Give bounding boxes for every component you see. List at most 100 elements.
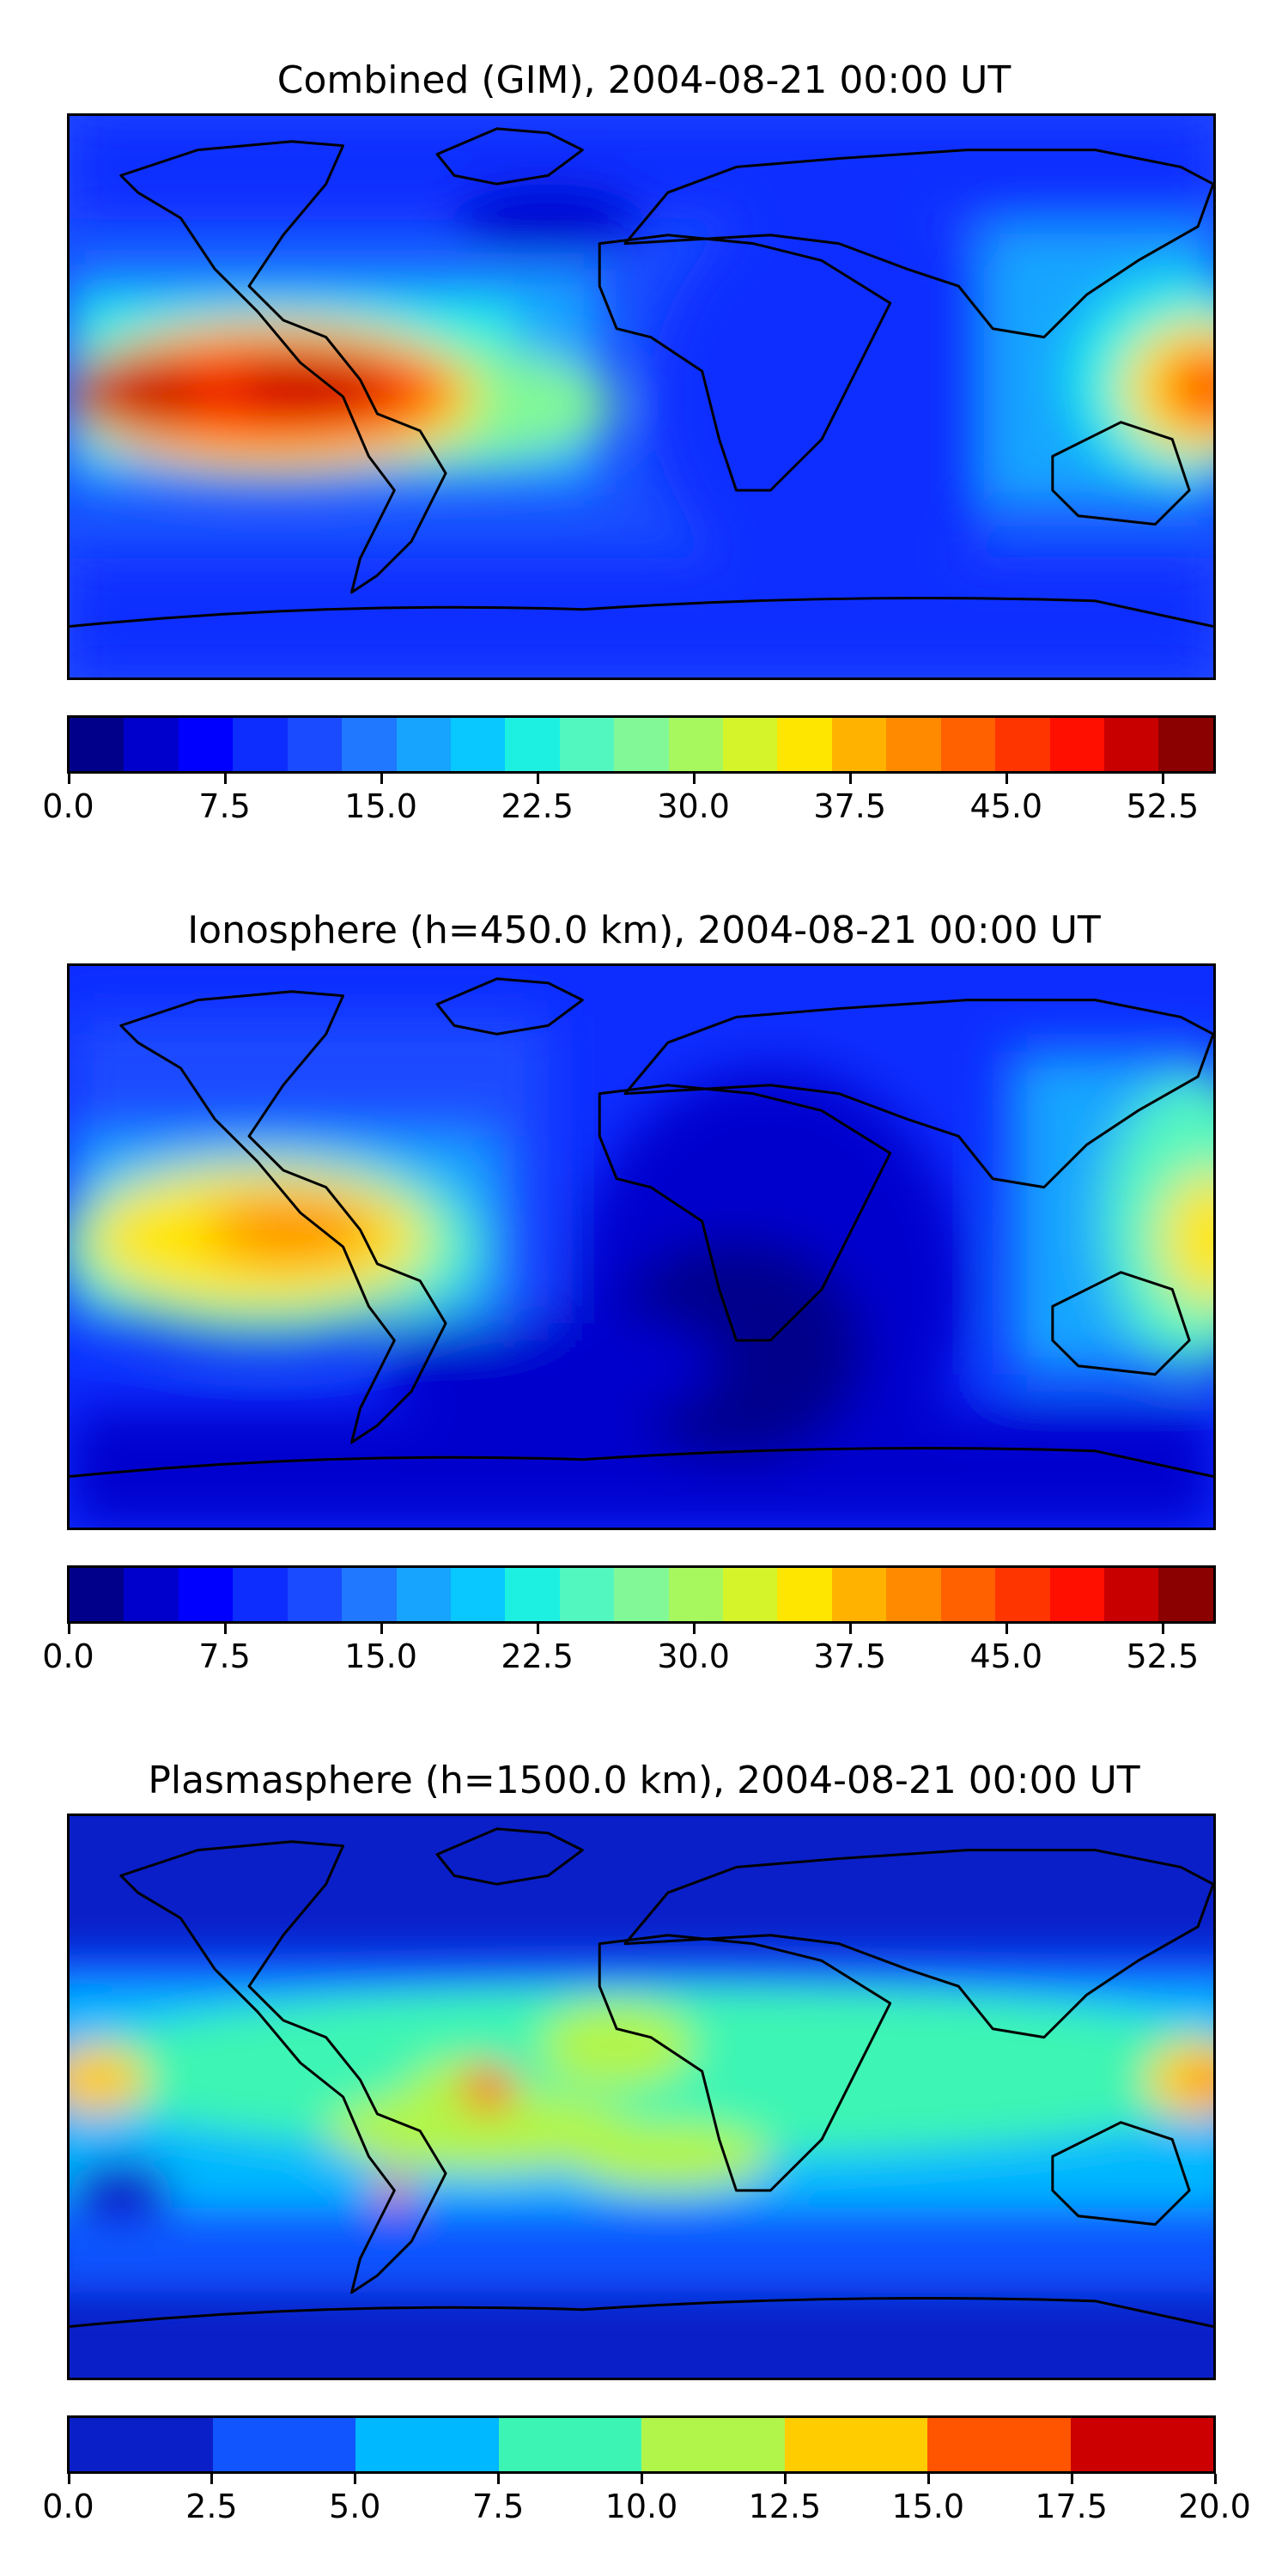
colorbar-tick-label: 12.5 (748, 2488, 822, 2525)
tec-map-plasmasphere (67, 1814, 1216, 2380)
colorbar-segment (450, 1568, 506, 1621)
colorbar-segment (70, 2418, 213, 2471)
colorbar-segment (1049, 718, 1105, 771)
colorbar-tick-mark (927, 2474, 930, 2484)
colorbar-segment (559, 1568, 615, 1621)
panel-title: Plasmasphere (h=1500.0 km), 2004-08-21 0… (148, 1759, 1140, 1802)
colorbar-segment (777, 1568, 832, 1621)
colorbar-tick-label: 15.0 (344, 1637, 417, 1675)
colorbar-segment (995, 1568, 1050, 1621)
colorbar-tick-label: 15.0 (344, 787, 417, 825)
colorbar-segment (1070, 2418, 1213, 2471)
colorbar-tick-label: 0.0 (42, 787, 94, 825)
colorbar-segment (287, 1568, 343, 1621)
colorbar-tick-label: 0.0 (42, 2488, 94, 2525)
colorbar-tick-label: 52.5 (1126, 1637, 1200, 1675)
colorbar-segment (995, 718, 1050, 771)
colorbar-tick-label: 10.0 (605, 2488, 678, 2525)
colorbar-tick-label: 22.5 (501, 1637, 574, 1675)
colorbar-tick-mark (692, 774, 696, 784)
colorbar-tick-mark (380, 1624, 383, 1634)
colorbar-segment (559, 718, 615, 771)
colorbar-segment (233, 1568, 288, 1621)
colorbar-tick-mark (67, 2474, 70, 2484)
colorbar-tick-label: 30.0 (657, 787, 730, 825)
colorbar-segment (124, 718, 179, 771)
colorbar-segment (940, 718, 996, 771)
colorbar-segment (614, 718, 669, 771)
colorbar-segment (614, 1568, 669, 1621)
colorbar-tick-label: 17.5 (1035, 2488, 1108, 2525)
colorbar-segment (396, 1568, 451, 1621)
colorbar-segment (886, 1568, 941, 1621)
colorbar-tick-mark (67, 1624, 70, 1634)
colorbar-tick-mark (380, 774, 383, 784)
panel-title: Combined (GIM), 2004-08-21 00:00 UT (276, 58, 1012, 102)
colorbar-segment (178, 1568, 234, 1621)
colorbar-tick-mark (223, 1624, 227, 1634)
colorbar-tick-label: 37.5 (813, 787, 887, 825)
colorbar-tick-mark (1005, 1624, 1008, 1634)
colorbar-segment (723, 718, 778, 771)
colorbar (67, 1565, 1216, 1624)
colorbar-segment (831, 718, 887, 771)
colorbar-segment (342, 1568, 397, 1621)
colorbar-tick-mark (1161, 1624, 1164, 1634)
colorbar-tick-mark (210, 2474, 214, 2484)
colorbar-segment (233, 718, 288, 771)
colorbar-segment (777, 718, 832, 771)
colorbar-tick-label: 5.0 (329, 2488, 381, 2525)
colorbar-tick-mark (536, 1624, 539, 1634)
colorbar-segment (1158, 1568, 1213, 1621)
colorbar-segment (124, 1568, 179, 1621)
coastlines (70, 1827, 1213, 2329)
colorbar-segment (287, 718, 343, 771)
colorbar-tick-mark (848, 1624, 852, 1634)
colorbar (67, 715, 1216, 774)
tec-map-combined (67, 113, 1216, 680)
colorbar-tick-mark (692, 1624, 696, 1634)
colorbar-tick-mark (641, 2474, 643, 2484)
colorbar-segment (1104, 1568, 1159, 1621)
colorbar-tick-mark (1070, 2474, 1073, 2484)
colorbar-segment (396, 718, 451, 771)
colorbar-tick-mark (497, 2474, 501, 2484)
colorbar-segment (212, 2418, 355, 2471)
colorbar-tick-label: 7.5 (471, 2488, 525, 2525)
colorbar-tick-label: 30.0 (657, 1637, 730, 1675)
colorbar-tick-label: 20.0 (1178, 2488, 1251, 2525)
colorbar-tick-label: 45.0 (969, 787, 1043, 825)
colorbar-tick-mark (1161, 774, 1164, 784)
colorbar-segment (641, 2418, 785, 2471)
colorbar-tick-label: 52.5 (1126, 787, 1200, 825)
colorbar-tick-label: 37.5 (813, 1637, 887, 1675)
colorbar-segment (940, 1568, 996, 1621)
colorbar-tick-label: 45.0 (969, 1637, 1043, 1675)
colorbar-tick-label: 0.0 (42, 1637, 94, 1675)
colorbar-ticks: 0.0 7.5 15.0 22.5 30.0 37.5 45.0 52.5 (42, 1624, 1216, 1675)
colorbar-ticks: 0.0 2.5 5.0 7.5 10.0 12.5 15.0 17.5 20.0 (42, 2474, 1251, 2525)
colorbar-tick-label: 2.5 (185, 2488, 238, 2525)
colorbar-tick-mark (67, 774, 70, 784)
colorbar-tick-label: 7.5 (198, 787, 251, 825)
colorbar-tick-label: 15.0 (891, 2488, 965, 2525)
colorbar-segment (70, 718, 125, 771)
colorbar-tick-label: 7.5 (198, 1637, 251, 1675)
colorbar-tick-mark (1213, 2474, 1217, 2484)
colorbar-segment (831, 1568, 887, 1621)
colorbar-segment (927, 2418, 1071, 2471)
colorbar-segment (355, 2418, 499, 2471)
colorbar-segment (668, 1568, 724, 1621)
colorbar-segment (505, 1568, 560, 1621)
colorbar-tick-mark (848, 774, 852, 784)
colorbar-segment (1104, 718, 1159, 771)
colorbar-segment (505, 718, 560, 771)
colorbar-segment (723, 1568, 778, 1621)
colorbar-tick-mark (536, 774, 539, 784)
colorbar-segment (70, 1568, 125, 1621)
coastlines (70, 977, 1213, 1479)
colorbar-segment (450, 718, 506, 771)
colorbar-tick-mark (223, 774, 227, 784)
colorbar-segment (668, 718, 724, 771)
colorbar-ticks: 0.0 7.5 15.0 22.5 30.0 37.5 45.0 52.5 (42, 774, 1216, 825)
